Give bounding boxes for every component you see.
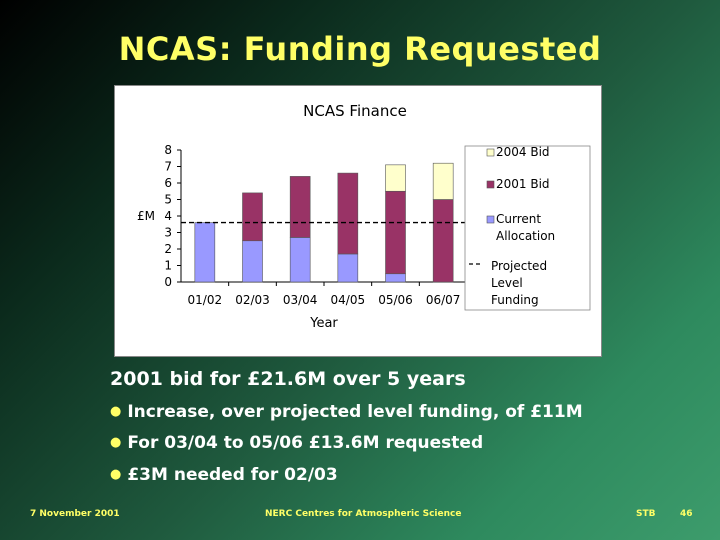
y-axis-label: £M bbox=[137, 209, 155, 223]
bar-segment bbox=[242, 240, 263, 283]
bar-segment bbox=[194, 222, 216, 283]
legend-label: 2004 Bid bbox=[496, 145, 550, 159]
main-point: 2001 bid for £21.6M over 5 years bbox=[110, 368, 466, 390]
bullet-text: For 03/04 to 05/06 £13.6M requested bbox=[127, 433, 484, 453]
funding-chart: NCAS Finance 0 1 2 3 4 5 6 7 8 £M 01/02 02/03 03/04 04… bbox=[137, 102, 591, 331]
chart-panel: NCAS Finance 0 1 2 3 4 5 6 7 8 £M 01/02 02/03 03/04 04… bbox=[114, 85, 602, 357]
x-tick-label: 03/04 bbox=[283, 293, 318, 307]
y-tick-label: 2 bbox=[164, 242, 172, 256]
x-tick-label: 05/06 bbox=[378, 293, 413, 307]
legend-swatch bbox=[486, 180, 495, 189]
y-tick-label: 6 bbox=[164, 176, 172, 190]
bullet-item: ● Increase, over projected level funding,… bbox=[110, 402, 583, 422]
bullet-text: £3M needed for 02/03 bbox=[127, 465, 338, 485]
bar-segment bbox=[289, 176, 311, 238]
bullet-item: ● £3M needed for 02/03 bbox=[110, 465, 338, 485]
bullet-item: ● For 03/04 to 05/06 £13.6M requested bbox=[110, 433, 483, 453]
y-tick-label: 3 bbox=[164, 226, 172, 240]
legend-swatch bbox=[486, 148, 495, 157]
legend-swatch bbox=[486, 215, 495, 224]
footer-center: NERC Centres for Atmospheric Science bbox=[265, 509, 462, 519]
bullet-dot-icon: ● bbox=[110, 404, 122, 419]
x-tick-label: 01/02 bbox=[188, 293, 223, 307]
bar-segment bbox=[385, 164, 406, 192]
legend-label: Level bbox=[491, 276, 523, 290]
legend-label: Projected bbox=[491, 259, 547, 273]
slide-title: NCAS: Funding Requested bbox=[118, 30, 602, 68]
y-tick-label: 0 bbox=[164, 275, 172, 289]
bar-segment bbox=[432, 199, 454, 283]
page-number: 46 bbox=[680, 509, 693, 519]
x-tick-label: 06/07 bbox=[426, 293, 461, 307]
legend-box bbox=[464, 145, 591, 311]
bar-segment bbox=[289, 237, 311, 283]
bullet-text: Increase, over projected level funding, … bbox=[127, 402, 583, 422]
legend-label: Funding bbox=[491, 293, 539, 307]
y-tick-label: 8 bbox=[164, 143, 172, 157]
legend-label: Current bbox=[496, 212, 541, 226]
footer-date: 7 November 2001 bbox=[30, 509, 120, 519]
x-tick-label: 04/05 bbox=[331, 293, 366, 307]
x-tick-label: 02/03 bbox=[235, 293, 270, 307]
y-tick-label: 4 bbox=[164, 209, 172, 223]
footer-author: STB bbox=[636, 509, 656, 519]
legend-label: 2001 Bid bbox=[496, 177, 550, 191]
y-tick-label: 1 bbox=[164, 259, 172, 273]
x-axis-label: Year bbox=[309, 316, 338, 331]
chart-title: NCAS Finance bbox=[303, 102, 407, 120]
y-tick-label: 7 bbox=[164, 160, 172, 174]
bar-segment bbox=[432, 162, 454, 200]
bullet-dot-icon: ● bbox=[110, 435, 122, 450]
bar-segment bbox=[337, 253, 359, 283]
bullet-dot-icon: ● bbox=[110, 467, 122, 482]
bar-segment bbox=[242, 192, 263, 242]
legend-label: Allocation bbox=[496, 229, 555, 243]
y-tick-label: 5 bbox=[164, 193, 172, 207]
bar-segment bbox=[385, 273, 406, 283]
bar-segment bbox=[337, 172, 359, 255]
bar-segment bbox=[385, 190, 406, 275]
